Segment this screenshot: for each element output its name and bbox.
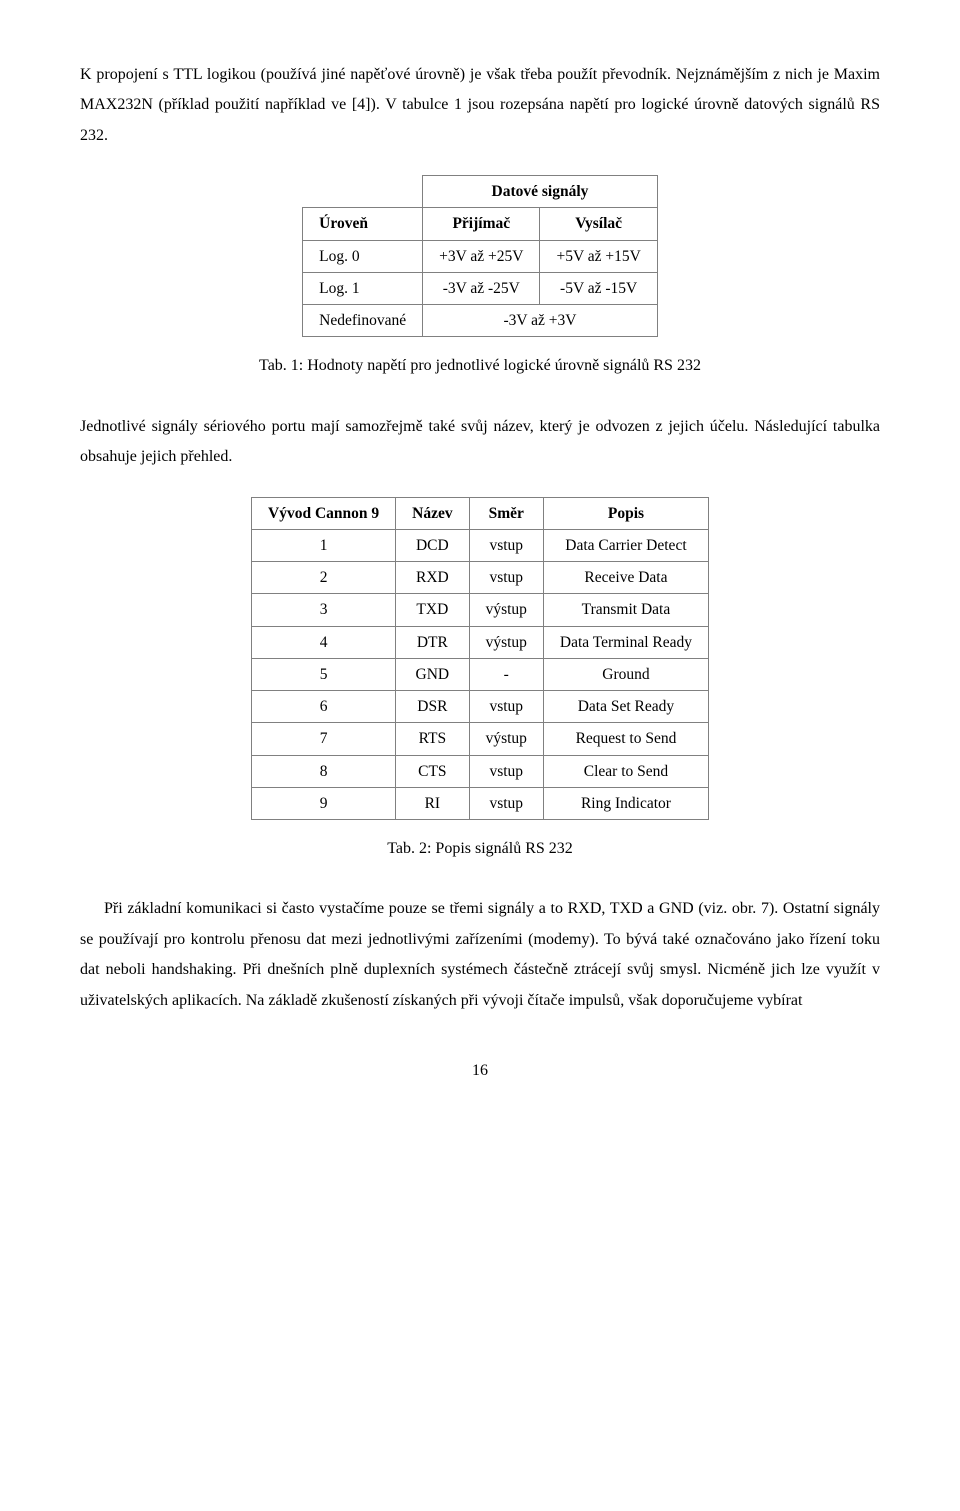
table1-r2c1: -3V až +3V	[423, 305, 658, 337]
t2-r8c2: vstup	[469, 787, 543, 819]
t2-r0c3: Data Carrier Detect	[543, 529, 708, 561]
table1-r0c0: Log. 0	[303, 240, 423, 272]
t2-h3: Popis	[543, 497, 708, 529]
t2-r2c2: výstup	[469, 594, 543, 626]
table1-caption: Tab. 1: Hodnoty napětí pro jednotlivé lo…	[80, 351, 880, 381]
table1-r2c0: Nedefinované	[303, 305, 423, 337]
table1-r1c1: -3V až -25V	[423, 272, 540, 304]
t2-r2c1: TXD	[396, 594, 469, 626]
t2-r7c2: vstup	[469, 755, 543, 787]
t2-r8c1: RI	[396, 787, 469, 819]
t2-r3c0: 4	[252, 626, 396, 658]
t2-r1c1: RXD	[396, 562, 469, 594]
table1-r1c2: -5V až -15V	[540, 272, 657, 304]
paragraph-2: Jednotlivé signály sériového portu mají …	[80, 412, 880, 473]
t2-r0c0: 1	[252, 529, 396, 561]
t2-r8c3: Ring Indicator	[543, 787, 708, 819]
table1-r1c0: Log. 1	[303, 272, 423, 304]
t2-r2c3: Transmit Data	[543, 594, 708, 626]
t2-r7c3: Clear to Send	[543, 755, 708, 787]
t2-r1c2: vstup	[469, 562, 543, 594]
table-2: Vývod Cannon 9 Název Směr Popis 1 DCD vs…	[251, 497, 709, 821]
t2-r0c2: vstup	[469, 529, 543, 561]
t2-h0: Vývod Cannon 9	[252, 497, 396, 529]
t2-r5c3: Data Set Ready	[543, 691, 708, 723]
t2-r1c3: Receive Data	[543, 562, 708, 594]
t2-r4c3: Ground	[543, 658, 708, 690]
t2-r3c3: Data Terminal Ready	[543, 626, 708, 658]
t2-r4c0: 5	[252, 658, 396, 690]
t2-r6c1: RTS	[396, 723, 469, 755]
t2-r5c2: vstup	[469, 691, 543, 723]
table1-r0c2: +5V až +15V	[540, 240, 657, 272]
t2-h1: Název	[396, 497, 469, 529]
table1-h0: Úroveň	[303, 208, 423, 240]
t2-r6c0: 7	[252, 723, 396, 755]
table1-span-header: Datové signály	[423, 176, 658, 208]
t2-r1c0: 2	[252, 562, 396, 594]
t2-r4c2: -	[469, 658, 543, 690]
table1-r0c1: +3V až +25V	[423, 240, 540, 272]
page-number: 16	[80, 1056, 880, 1086]
t2-r3c1: DTR	[396, 626, 469, 658]
t2-r0c1: DCD	[396, 529, 469, 561]
table-1: Datové signály Úroveň Přijímač Vysílač L…	[302, 175, 658, 337]
paragraph-1: K propojení s TTL logikou (používá jiné …	[80, 60, 880, 151]
t2-r5c1: DSR	[396, 691, 469, 723]
t2-r6c3: Request to Send	[543, 723, 708, 755]
t2-r2c0: 3	[252, 594, 396, 626]
t2-r7c1: CTS	[396, 755, 469, 787]
t2-r6c2: výstup	[469, 723, 543, 755]
t2-r3c2: výstup	[469, 626, 543, 658]
table1-h1: Přijímač	[423, 208, 540, 240]
table1-h2: Vysílač	[540, 208, 657, 240]
t2-r7c0: 8	[252, 755, 396, 787]
t2-r4c1: GND	[396, 658, 469, 690]
t2-h2: Směr	[469, 497, 543, 529]
t2-r5c0: 6	[252, 691, 396, 723]
paragraph-3: Při základní komunikaci si často vystačí…	[80, 894, 880, 1016]
table2-caption: Tab. 2: Popis signálů RS 232	[80, 834, 880, 864]
t2-r8c0: 9	[252, 787, 396, 819]
